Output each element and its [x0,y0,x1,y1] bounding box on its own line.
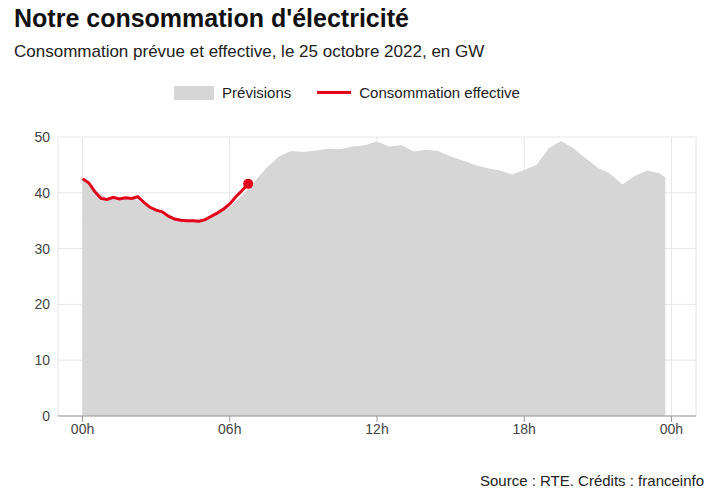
svg-text:0: 0 [42,408,50,424]
svg-text:00h: 00h [71,421,94,437]
svg-text:18h: 18h [513,421,536,437]
svg-text:30: 30 [34,241,50,257]
html-text:Source : RTE. Crédits : france: Source : RTE. Crédits : franceinfo [480,472,704,489]
svg-text:40: 40 [34,185,50,201]
svg-text:12h: 12h [365,421,388,437]
svg-text:50: 50 [34,129,50,145]
svg-text:00h: 00h [660,421,683,437]
svg-text:20: 20 [34,296,50,312]
html-text:Prévisions: Prévisions [222,84,292,101]
html-text:Notre consommation d'électrici: Notre consommation d'électricité [14,4,409,32]
html-text:Consommation effective: Consommation effective [359,84,520,101]
svg-text:06h: 06h [218,421,241,437]
html-text:Consommation prévue et effecti: Consommation prévue et effective, le 25 … [14,42,485,61]
svg-text:10: 10 [34,352,50,368]
